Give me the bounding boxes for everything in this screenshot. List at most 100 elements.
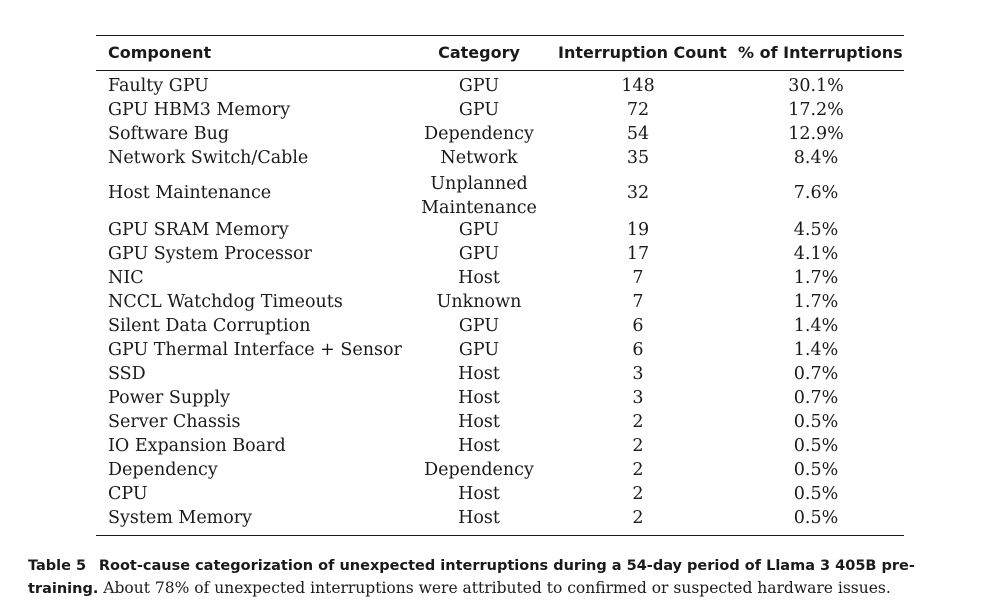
cell-percent: 12.9% — [788, 124, 844, 144]
cell-percent: 0.7% — [793, 388, 839, 408]
cell-interruption-count: 7 — [632, 268, 644, 288]
cell-component: GPU Thermal Interface + Sensor — [108, 340, 402, 360]
cell-percent: 17.2% — [788, 100, 844, 120]
cell-interruption-count: 2 — [632, 508, 644, 528]
header-interruption-count: Interruption Count — [558, 43, 727, 62]
cell-percent: 8.4% — [793, 148, 839, 168]
cell-category: Unknown — [436, 292, 522, 312]
table-row: IO Expansion Board Host 2 0.5% — [96, 435, 904, 459]
cell-component: Network Switch/Cable — [108, 148, 309, 168]
cell-component: System Memory — [108, 508, 253, 528]
cell-interruption-count: 17 — [626, 244, 650, 264]
cell-percent: 0.5% — [793, 460, 839, 480]
cell-category: Host — [458, 436, 500, 456]
header-component: Component — [108, 43, 212, 62]
table-row: Server Chassis Host 2 0.5% — [96, 411, 904, 435]
cell-category: Host — [458, 508, 500, 528]
table-row: NIC Host 7 1.7% — [96, 267, 904, 291]
cell-category: GPU — [458, 76, 500, 96]
cell-interruption-count: 2 — [632, 436, 644, 456]
cell-percent: 0.7% — [793, 364, 839, 384]
cell-category: GPU — [458, 316, 500, 336]
cell-percent: 0.5% — [793, 484, 839, 504]
table-row: Dependency Dependency 2 0.5% — [96, 459, 904, 483]
cell-percent: 1.7% — [793, 292, 839, 312]
cell-category: GPU — [458, 100, 500, 120]
cell-category: Dependency — [424, 124, 534, 144]
cell-component: Host Maintenance — [108, 183, 272, 203]
cell-component: GPU System Processor — [108, 244, 312, 264]
cell-category: Network — [440, 148, 518, 168]
cell-interruption-count: 148 — [621, 76, 655, 96]
cell-interruption-count: 35 — [626, 148, 650, 168]
table-row: Host Maintenance Unplanned Maintenance 32 7… — [96, 171, 904, 219]
cell-percent: 30.1% — [788, 76, 844, 96]
table-row: NCCL Watchdog Timeouts Unknown 7 1.7% — [96, 291, 904, 315]
table-row: GPU SRAM Memory GPU 19 4.5% — [96, 219, 904, 243]
cell-interruption-count: 3 — [632, 364, 644, 384]
table-row: CPU Host 2 0.5% — [96, 483, 904, 507]
cell-interruption-count: 72 — [626, 100, 650, 120]
cell-percent: 1.4% — [793, 340, 839, 360]
cell-interruption-count: 6 — [632, 316, 644, 336]
cell-component: Server Chassis — [108, 412, 241, 432]
table-top-rule — [96, 35, 904, 36]
cell-category: Host — [458, 268, 500, 288]
cell-interruption-count: 2 — [632, 412, 644, 432]
cell-percent: 0.5% — [793, 508, 839, 528]
cell-component: CPU — [108, 484, 148, 504]
table-row: System Memory Host 2 0.5% — [96, 507, 904, 531]
cell-percent: 1.4% — [793, 316, 839, 336]
cell-category: GPU — [458, 220, 500, 240]
cell-category: Host — [458, 388, 500, 408]
cell-category: GPU — [458, 244, 500, 264]
cell-percent: 0.5% — [793, 436, 839, 456]
header-percent-of-interruptions: % of Interruptions — [738, 43, 903, 62]
cell-category: Host — [458, 412, 500, 432]
cell-interruption-count: 3 — [632, 388, 644, 408]
table-row: Software Bug Dependency 54 12.9% — [96, 123, 904, 147]
caption-title: Root-cause categorization of unexpected … — [28, 558, 915, 597]
cell-component: Silent Data Corruption — [108, 316, 311, 336]
cell-component: Faulty GPU — [108, 76, 209, 96]
cell-component: Software Bug — [108, 124, 230, 144]
table-row: Power Supply Host 3 0.7% — [96, 387, 904, 411]
cell-component: IO Expansion Board — [108, 436, 286, 456]
cell-interruption-count: 2 — [632, 484, 644, 504]
table-row: Silent Data Corruption GPU 6 1.4% — [96, 315, 904, 339]
table-row: SSD Host 3 0.7% — [96, 363, 904, 387]
cell-component: GPU SRAM Memory — [108, 220, 289, 240]
cell-component: NIC — [108, 268, 144, 288]
table-caption: Table 5 Root-cause categorization of une… — [28, 554, 973, 600]
header-category: Category — [438, 43, 520, 62]
cell-percent: 4.5% — [793, 220, 839, 240]
cell-interruption-count: 2 — [632, 460, 644, 480]
interruptions-table: Component Category Interruption Count % … — [96, 35, 904, 536]
table-row: GPU System Processor GPU 17 4.1% — [96, 243, 904, 267]
cell-component: SSD — [108, 364, 146, 384]
cell-interruption-count: 6 — [632, 340, 644, 360]
caption-label: Table 5 — [28, 558, 87, 574]
table-bottom-rule — [96, 535, 904, 536]
cell-category: Host — [458, 484, 500, 504]
cell-interruption-count: 7 — [632, 292, 644, 312]
cell-interruption-count: 54 — [626, 124, 650, 144]
cell-percent: 4.1% — [793, 244, 839, 264]
cell-component: NCCL Watchdog Timeouts — [108, 292, 343, 312]
caption-text: About 78% of unexpected interruptions we… — [103, 579, 891, 597]
table-row: GPU HBM3 Memory GPU 72 17.2% — [96, 99, 904, 123]
cell-component: GPU HBM3 Memory — [108, 100, 291, 120]
table-body: Faulty GPU GPU 148 30.1% GPU HBM3 Memory GPU 7… — [96, 71, 904, 535]
cell-category: Host — [458, 364, 500, 384]
cell-component: Dependency — [108, 460, 218, 480]
cell-category: Dependency — [424, 460, 534, 480]
table-header-row: Component Category Interruption Count % … — [96, 36, 904, 70]
cell-interruption-count: 19 — [626, 220, 650, 240]
cell-category: GPU — [458, 340, 500, 360]
cell-percent: 7.6% — [793, 183, 839, 203]
cell-percent: 1.7% — [793, 268, 839, 288]
table-row: Faulty GPU GPU 148 30.1% — [96, 75, 904, 99]
cell-component: Power Supply — [108, 388, 231, 408]
cell-category: Unplanned Maintenance — [421, 174, 537, 218]
cell-interruption-count: 32 — [626, 183, 650, 203]
